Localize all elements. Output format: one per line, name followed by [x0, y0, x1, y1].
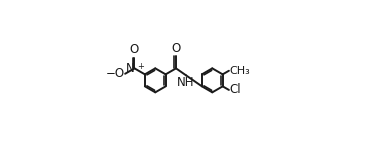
- Text: N: N: [126, 62, 135, 75]
- Text: +: +: [137, 62, 144, 71]
- Text: −O: −O: [105, 67, 124, 80]
- Text: CH₃: CH₃: [230, 66, 251, 76]
- Text: NH: NH: [176, 76, 194, 89]
- Text: O: O: [130, 43, 139, 56]
- Text: O: O: [171, 42, 181, 55]
- Text: Cl: Cl: [230, 83, 241, 96]
